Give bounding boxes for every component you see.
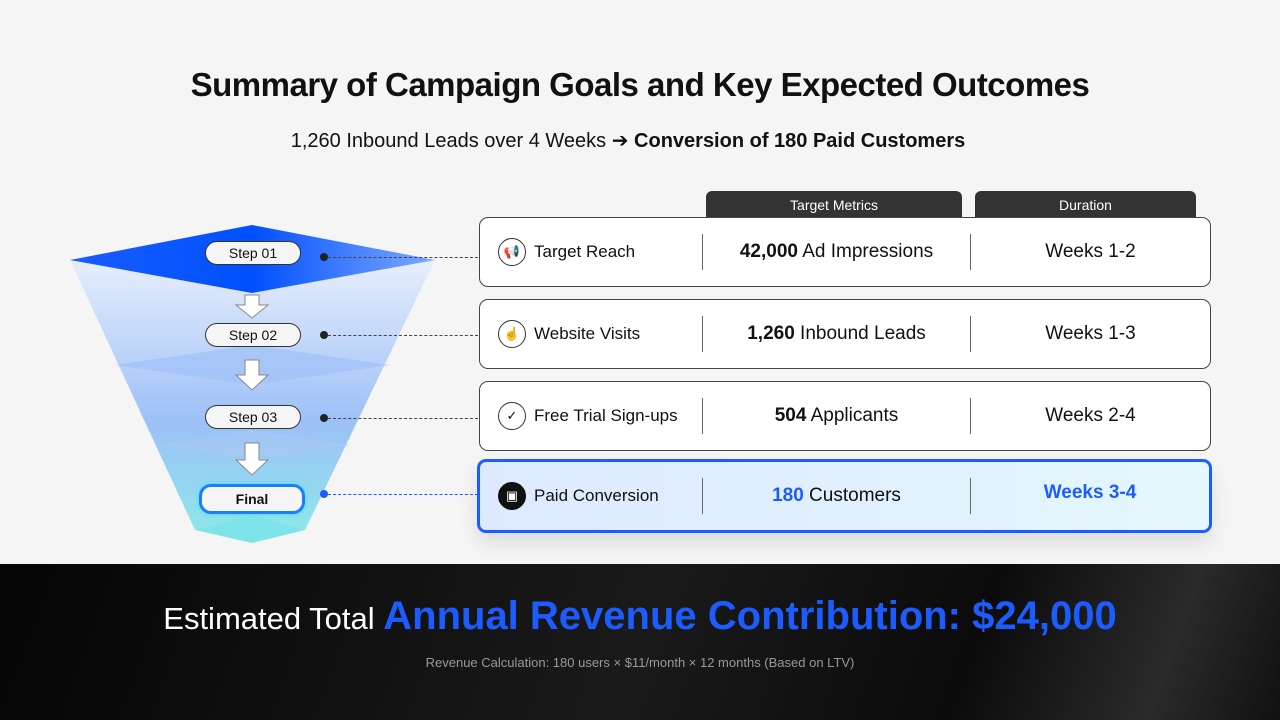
row-website-visits: ☝ Website Visits 1,260 Inbound Leads Week… <box>479 299 1211 369</box>
step-01-pill: Step 01 <box>205 241 301 265</box>
metric-unit: Ad Impressions <box>797 241 934 262</box>
duration: Weeks 2-4 <box>1045 405 1136 426</box>
connector-line <box>328 494 478 495</box>
row-label: Paid Conversion <box>534 486 659 505</box>
connector-line <box>328 418 478 419</box>
connector-dot <box>320 414 328 422</box>
money-icon: ▣ <box>498 482 526 510</box>
megaphone-icon: 📢 <box>498 238 526 266</box>
arrow-down-icon <box>234 442 270 476</box>
row-label: Website Visits <box>534 324 641 343</box>
row-free-trial: ✓ Free Trial Sign-ups 504 Applicants Week… <box>479 381 1211 451</box>
duration: Weeks 1-2 <box>1045 241 1136 262</box>
step-03-pill: Step 03 <box>205 405 301 429</box>
arrow-down-icon <box>234 294 270 319</box>
header-target-metrics: Target Metrics <box>706 191 962 217</box>
metric-unit: Inbound Leads <box>794 323 926 344</box>
row-label: Target Reach <box>534 242 636 261</box>
final-step-pill: Final <box>199 484 305 514</box>
metric-value: 180 <box>772 485 804 506</box>
clipboard-check-icon: ✓ <box>498 402 526 430</box>
connector-line <box>328 335 478 336</box>
duration: Weeks 1-3 <box>1045 323 1136 344</box>
row-paid-conversion: ▣ Paid Conversion 180 Customers Weeks 3-4 <box>477 459 1212 533</box>
subtitle-right: Conversion of 180 Paid Customers <box>634 130 966 152</box>
arrow-down-icon <box>234 359 270 391</box>
connector-dot <box>320 253 328 261</box>
page-title: Summary of Campaign Goals and Key Expect… <box>190 66 1090 103</box>
metric-value: 42,000 <box>739 241 798 262</box>
subtitle: 1,260 Inbound Leads over 4 Weeks ➔ Conve… <box>0 128 1256 153</box>
revenue-calculation: Revenue Calculation: 180 users × $11/mon… <box>425 655 855 670</box>
header-duration: Duration <box>975 191 1196 217</box>
metric-unit: Applicants <box>806 405 899 426</box>
connector-dot <box>320 490 328 498</box>
connector-dot <box>320 331 328 339</box>
revenue-banner <box>0 564 1280 720</box>
revenue-prefix: Estimated Total <box>163 601 384 636</box>
duration: Weeks 3-4 <box>1043 482 1137 503</box>
metric-unit: Customers <box>803 485 901 506</box>
metric-value: 504 <box>774 405 807 426</box>
revenue-headline: Estimated Total Annual Revenue Contribut… <box>0 594 1280 639</box>
revenue-highlight: Annual Revenue Contribution: $24,000 <box>383 594 1117 638</box>
step-02-pill: Step 02 <box>205 323 301 347</box>
row-label: Free Trial Sign-ups <box>534 406 678 425</box>
metric-value: 1,260 <box>747 323 795 344</box>
subtitle-left: 1,260 Inbound Leads over 4 Weeks ➔ <box>290 130 635 152</box>
pointer-click-icon: ☝ <box>498 320 526 348</box>
row-target-reach: 📢 Target Reach 42,000 Ad Impressions Week… <box>479 217 1211 287</box>
connector-line <box>328 257 478 258</box>
